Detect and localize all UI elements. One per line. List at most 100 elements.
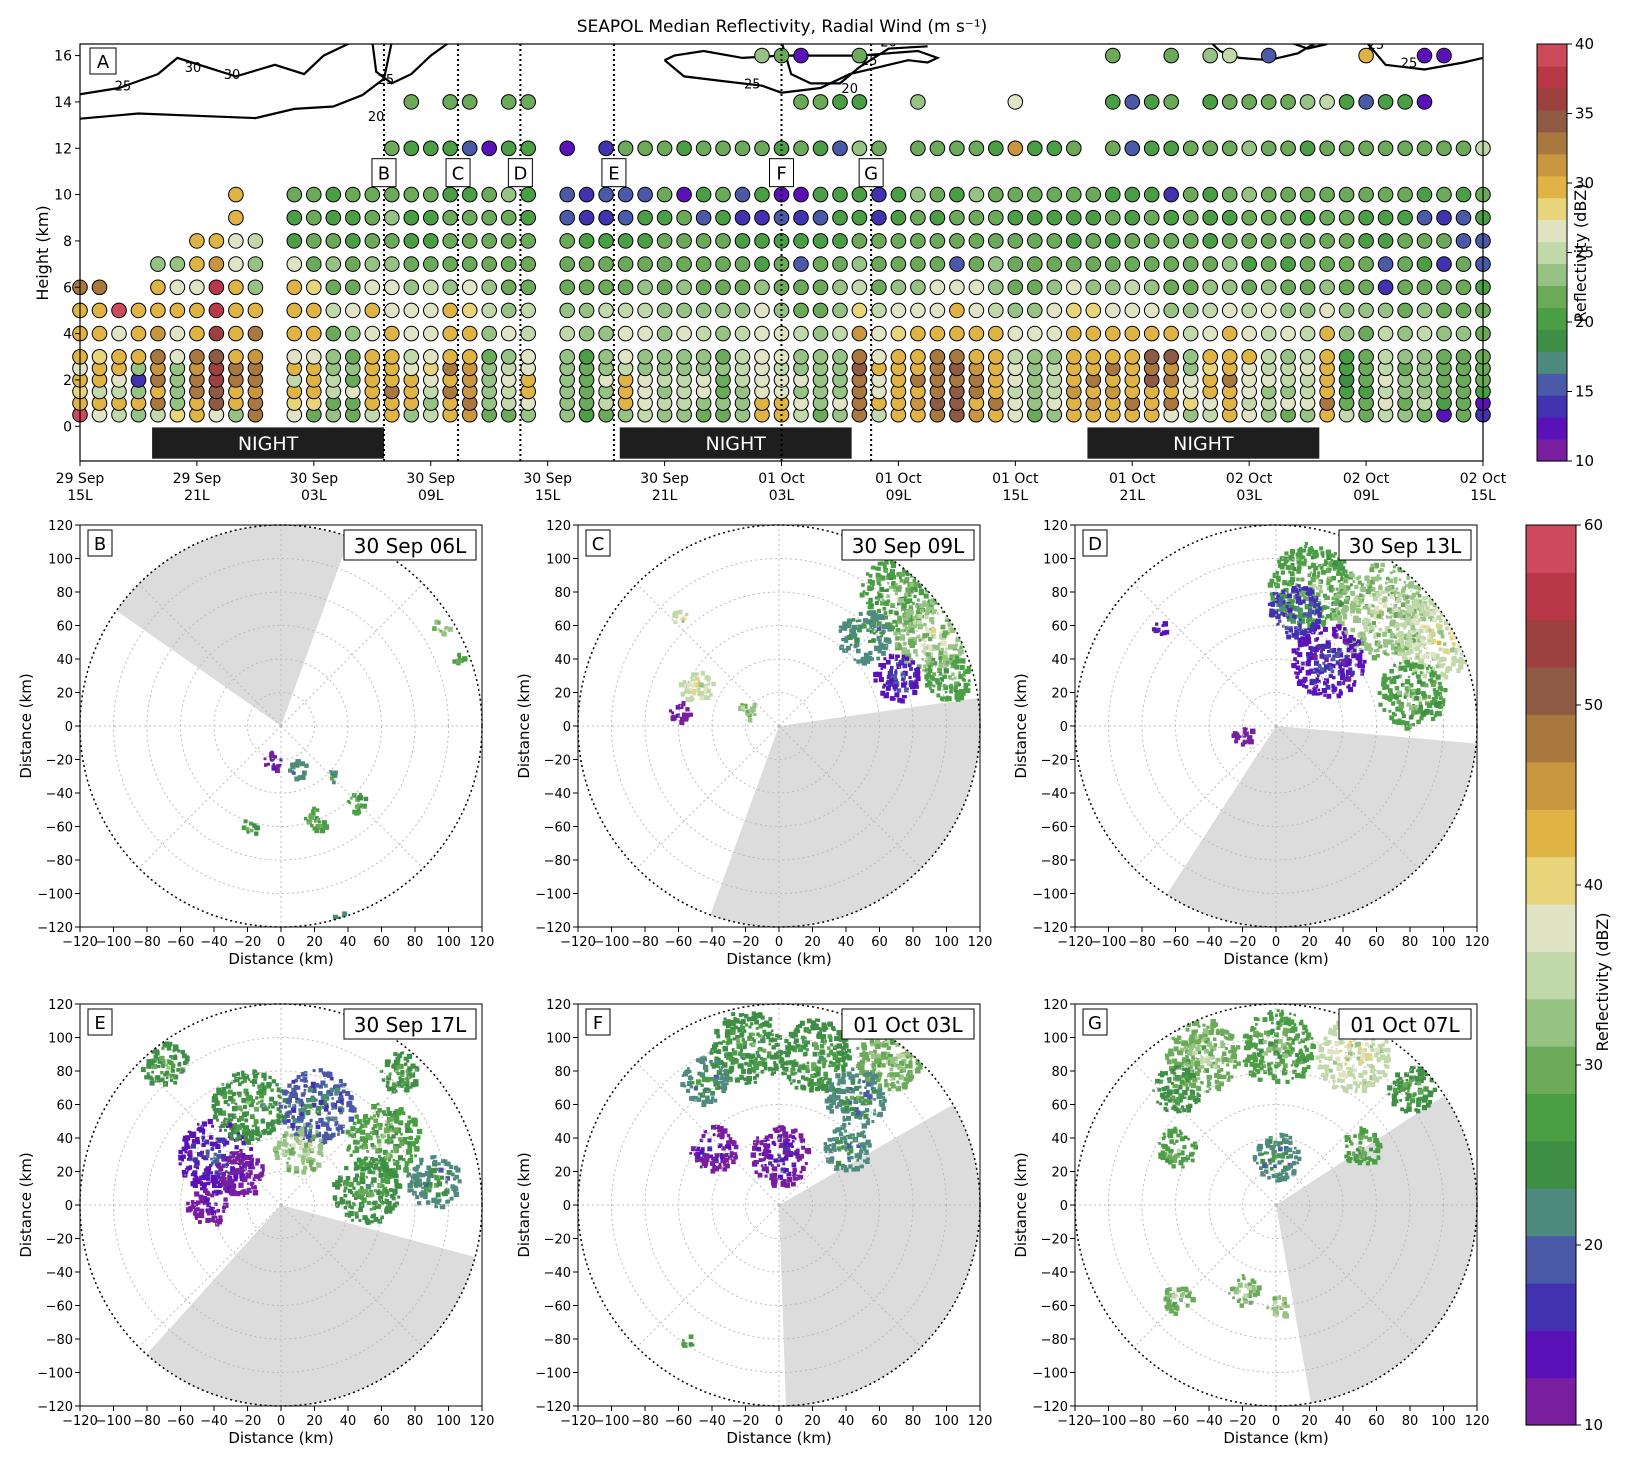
reflectivity-dot <box>1261 234 1276 249</box>
echo-pixel <box>1408 676 1411 679</box>
reflectivity-dot <box>638 210 653 225</box>
echo-pixel <box>1388 710 1391 713</box>
reflectivity-dot <box>248 257 263 272</box>
echo-pixel <box>926 678 929 681</box>
reflectivity-dot <box>385 280 400 295</box>
echo-pixel <box>904 620 908 624</box>
echo-pixel <box>1423 597 1426 600</box>
reflectivity-dot <box>677 280 692 295</box>
reflectivity-dot <box>1047 326 1062 341</box>
reflectivity-dot <box>1300 350 1315 365</box>
echo-pixel <box>948 644 953 649</box>
colorbar-segment <box>1537 132 1567 155</box>
reflectivity-dot <box>326 210 341 225</box>
echo-pixel <box>881 635 884 638</box>
echo-pixel <box>1373 636 1376 639</box>
echo-pixel <box>358 1207 363 1212</box>
echo-pixel <box>1250 729 1256 735</box>
reflectivity-dot <box>716 350 731 365</box>
echo-pixel <box>1418 720 1421 723</box>
echo-pixel <box>240 1108 243 1111</box>
radar-x-tick-label: −120 <box>62 935 98 950</box>
reflectivity-dot <box>1242 280 1257 295</box>
reflectivity-dot <box>190 234 205 249</box>
echo-pixel <box>354 1197 357 1200</box>
reflectivity-dot <box>1183 234 1198 249</box>
reflectivity-dot <box>560 210 575 225</box>
reflectivity-dot <box>657 210 672 225</box>
echo-pixel <box>672 715 676 719</box>
reflectivity-dot <box>1320 350 1335 365</box>
reflectivity-dot <box>1125 280 1140 295</box>
reflectivity-dot <box>404 280 419 295</box>
reflectivity-dot <box>521 141 536 156</box>
top-colorbar-label: Reflectivity (dBZ) <box>1571 184 1590 323</box>
echo-pixel <box>1412 593 1417 598</box>
radar-y-tick-label: −60 <box>46 821 73 836</box>
echo-pixel <box>1455 659 1459 663</box>
echo-pixel <box>1425 647 1428 650</box>
colorbar-segment <box>1537 198 1567 221</box>
reflectivity-dot <box>248 350 263 365</box>
echo-pixel <box>1322 605 1327 610</box>
reflectivity-dot <box>1125 234 1140 249</box>
echo-pixel <box>1345 597 1348 600</box>
radar-y-tick-label: −20 <box>1041 754 1068 769</box>
echo-pixel <box>1329 674 1333 678</box>
echo-pixel <box>1300 555 1303 558</box>
reflectivity-dot <box>1339 326 1354 341</box>
echo-pixel <box>915 672 920 677</box>
echo-pixel <box>292 1080 296 1084</box>
echo-pixel <box>858 625 863 630</box>
echo-pixel <box>331 1133 336 1138</box>
echo-pixel <box>897 572 900 575</box>
echo-pixel <box>389 1188 393 1192</box>
echo-pixel <box>883 657 886 660</box>
reflectivity-dot <box>131 326 146 341</box>
echo-pixel <box>1291 663 1296 668</box>
reflectivity-dot <box>521 257 536 272</box>
reflectivity-dot <box>930 326 945 341</box>
reflectivity-dot <box>346 280 361 295</box>
wind-contour-label: 20 <box>841 82 858 97</box>
reflectivity-dot <box>1203 48 1218 63</box>
echo-pixel <box>882 630 886 634</box>
echo-pixel <box>369 1171 372 1174</box>
echo-pixel <box>1342 632 1345 635</box>
echo-pixel <box>1323 627 1328 632</box>
reflectivity-dot <box>1047 350 1062 365</box>
echo-pixel <box>685 613 688 616</box>
reflectivity-dot <box>969 350 984 365</box>
echo-pixel <box>1339 636 1342 639</box>
reflectivity-dot <box>813 210 828 225</box>
echo-pixel <box>1379 584 1382 587</box>
echo-pixel <box>186 1144 189 1147</box>
echo-pixel <box>373 1213 377 1217</box>
echo-pixel <box>382 1167 386 1171</box>
reflectivity-dot <box>1203 234 1218 249</box>
echo-pixel <box>685 717 688 720</box>
colorbar-tick-label: 40 <box>1575 35 1594 53</box>
echo-pixel <box>1437 662 1440 665</box>
wind-contour-label: 20 <box>368 110 385 125</box>
echo-pixel <box>1432 697 1437 702</box>
radar-x-tick-label: −40 <box>1195 935 1222 950</box>
echo-pixel <box>1338 589 1341 592</box>
echo-pixel <box>320 1118 324 1122</box>
echo-pixel <box>394 1179 398 1183</box>
echo-pixel <box>1429 710 1434 715</box>
echo-pixel <box>1297 566 1302 571</box>
radar-x-tick-label: 40 <box>1335 935 1352 950</box>
x-tick-hour: 09L <box>1353 488 1379 504</box>
echo-pixel <box>232 1125 236 1129</box>
echo-pixel <box>1360 650 1363 653</box>
reflectivity-dot <box>1300 326 1315 341</box>
echo-pixel <box>1386 577 1390 581</box>
echo-pixel <box>254 832 258 836</box>
echo-pixel <box>1302 685 1305 688</box>
echo-pixel <box>328 1112 331 1115</box>
echo-pixel <box>296 765 299 768</box>
reflectivity-dot <box>1067 141 1082 156</box>
echo-pixel <box>938 643 941 646</box>
reflectivity-dot <box>462 95 477 110</box>
